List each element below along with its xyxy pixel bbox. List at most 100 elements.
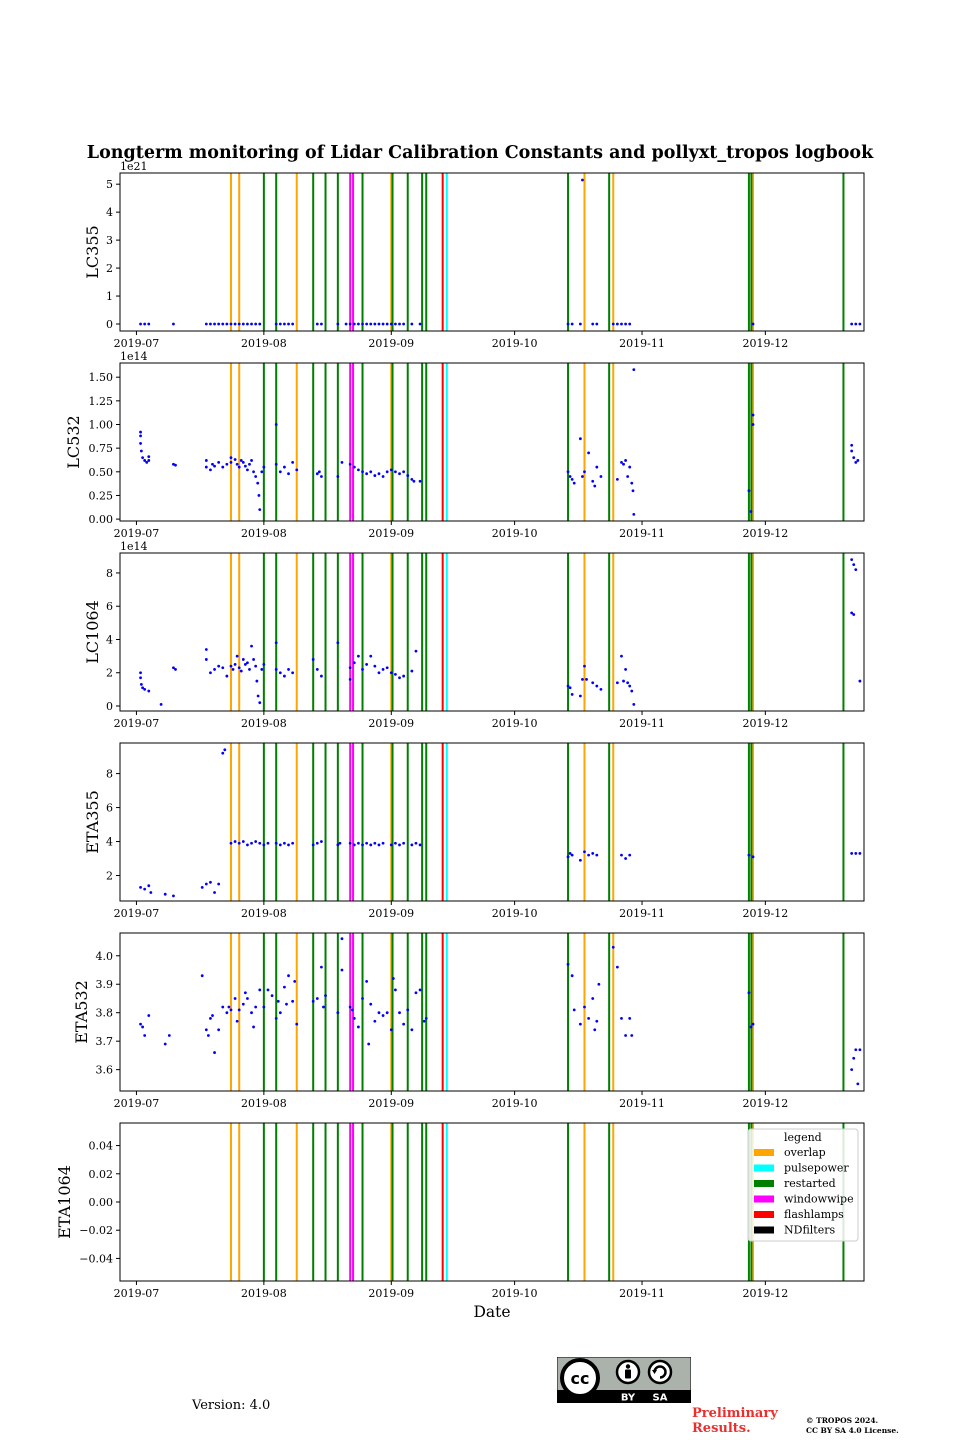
y-tick-label: 3.8: [96, 1007, 114, 1020]
data-point: [394, 673, 397, 676]
data-point: [566, 962, 570, 966]
data-point: [624, 459, 627, 462]
x-tick-label: 2019-12: [742, 527, 788, 540]
legend-swatch-overlap: [754, 1149, 774, 1156]
data-point: [856, 1082, 860, 1086]
data-point: [217, 460, 221, 464]
data-point: [200, 974, 204, 978]
data-point: [239, 459, 243, 462]
data-point: [626, 475, 630, 478]
data-point: [252, 1025, 255, 1029]
data-point: [243, 991, 247, 995]
data-point: [381, 322, 385, 326]
data-point: [139, 322, 142, 326]
data-point: [241, 460, 245, 464]
data-point: [587, 1017, 590, 1020]
data-point: [620, 460, 623, 464]
data-point: [611, 945, 615, 949]
data-point: [336, 1011, 340, 1015]
data-point: [402, 674, 406, 678]
data-point: [258, 988, 262, 992]
data-point: [398, 472, 401, 476]
data-point: [348, 322, 352, 326]
data-point: [233, 997, 237, 1000]
y-tick-label: 0.02: [89, 1168, 114, 1181]
y-tick-label: 3.7: [96, 1035, 114, 1048]
data-point: [143, 459, 147, 462]
data-point: [274, 462, 278, 466]
data-point: [225, 322, 229, 326]
data-point: [237, 465, 241, 469]
data-point: [373, 1019, 377, 1023]
data-point: [147, 455, 151, 459]
x-tick-label: 2019-11: [619, 1287, 665, 1300]
cc-license-badge[interactable]: cc BY SA: [556, 1356, 692, 1404]
data-point: [406, 1008, 410, 1012]
data-point: [391, 977, 395, 980]
data-point: [852, 613, 856, 616]
data-point: [257, 494, 261, 497]
data-point: [241, 840, 245, 843]
panel-lc1064: 0 2 4 6 8 2019-07 2019-08 2019-09 2019-10 2019-11…: [83, 540, 865, 730]
data-point: [365, 472, 369, 476]
data-point: [229, 322, 233, 326]
data-point: [229, 456, 233, 460]
data-point: [394, 322, 397, 326]
legend-label-windowwipe: windowwipe: [784, 1193, 854, 1206]
y-axis-label: LC1064: [83, 600, 102, 664]
y-tick-label: 4.0: [96, 950, 114, 963]
data-point: [243, 663, 247, 666]
data-point: [225, 462, 229, 466]
legend-swatch-NDfilters: [754, 1226, 774, 1234]
x-tick-label: 2019-09: [368, 1097, 414, 1110]
data-point: [324, 994, 327, 998]
data-point: [578, 1022, 582, 1026]
data-point: [747, 853, 751, 857]
data-point: [262, 663, 266, 666]
data-point: [578, 322, 582, 326]
legend-frame: [747, 1128, 859, 1242]
data-point: [850, 443, 854, 447]
data-point: [283, 674, 286, 678]
data-point: [287, 843, 290, 847]
data-point: [630, 481, 634, 485]
panels-group: 0 1 2 3 4 5 2019-07 2019-08 2019-09 2019-10 2019-1…: [55, 160, 865, 1300]
data-point: [385, 1011, 389, 1015]
panel-eta1064: −0.04 −0.02 0.00 0.02 0.04 2019-07 2019-08 2019…: [55, 1122, 865, 1300]
data-point: [587, 853, 590, 857]
data-point: [172, 666, 175, 670]
data-point: [369, 322, 373, 326]
data-point: [369, 1002, 373, 1006]
data-point: [394, 470, 397, 474]
data-point: [231, 668, 235, 671]
data-point: [850, 558, 854, 562]
data-point: [628, 465, 632, 469]
data-point: [632, 368, 636, 372]
data-point: [373, 664, 377, 668]
panel-lc355: 0 1 2 3 4 5 2019-07 2019-08 2019-09 2019-10 2019-1…: [83, 160, 865, 350]
data-point: [365, 663, 369, 666]
data-point: [237, 666, 241, 670]
y-tick-label: 0.50: [89, 466, 114, 479]
data-point: [418, 988, 422, 992]
data-point: [591, 479, 595, 483]
data-point: [311, 843, 315, 847]
data-point: [624, 322, 627, 326]
data-point: [241, 658, 245, 661]
panel-frame: [119, 362, 865, 522]
copyright-line-2: CC BY SA 4.0 License.: [806, 1426, 899, 1435]
data-point: [315, 472, 319, 476]
data-point: [278, 322, 282, 326]
data-point: [369, 470, 373, 474]
data-point: [320, 965, 323, 969]
data-point: [369, 843, 373, 847]
data-point: [402, 470, 406, 474]
data-point: [217, 664, 221, 668]
x-tick-label: 2019-11: [619, 527, 665, 540]
data-point: [147, 884, 151, 888]
data-point: [402, 841, 406, 845]
data-point: [361, 322, 364, 326]
data-point: [581, 678, 584, 681]
data-point: [389, 843, 393, 847]
sa-icon: [647, 1359, 673, 1385]
